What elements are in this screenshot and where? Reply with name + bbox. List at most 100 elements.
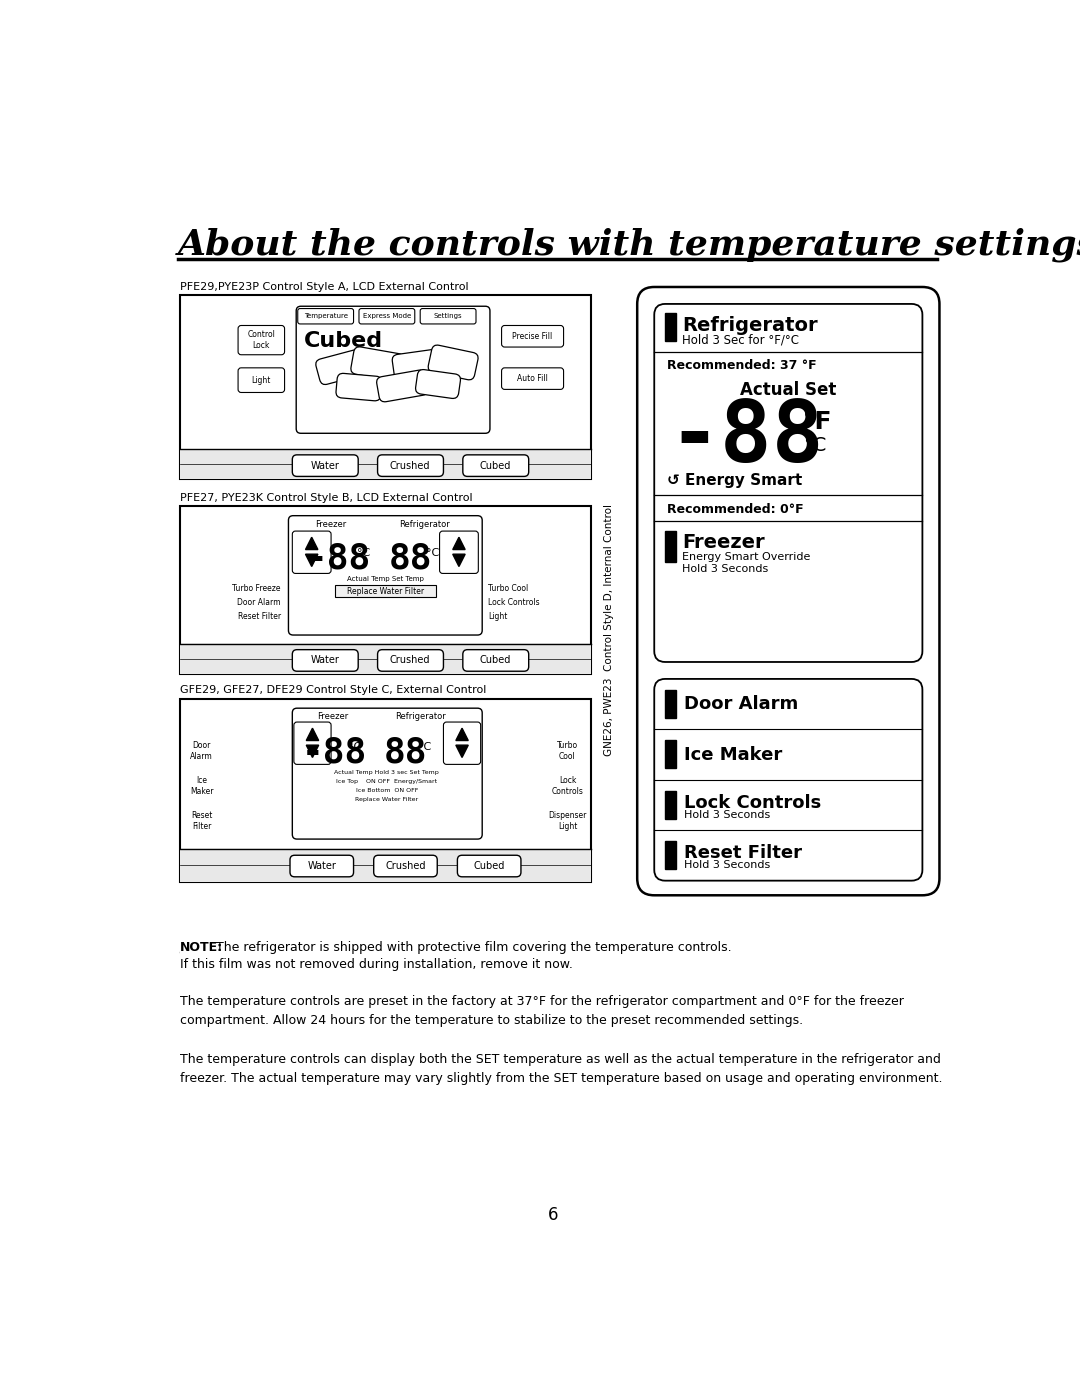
Text: Actual Temp Hold 3 sec Set Temp: Actual Temp Hold 3 sec Set Temp <box>335 770 440 775</box>
Polygon shape <box>306 555 318 567</box>
Text: Lock Controls: Lock Controls <box>488 598 540 608</box>
Text: The temperature controls are preset in the factory at 37°F for the refrigerator : The temperature controls are preset in t… <box>180 996 904 1027</box>
Text: Replace Water Filter: Replace Water Filter <box>347 587 423 595</box>
Text: Freezer: Freezer <box>315 520 347 529</box>
Text: PFE27, PYE23K Control Style B, LCD External Control: PFE27, PYE23K Control Style B, LCD Exter… <box>180 493 473 503</box>
Text: The temperature controls can display both the SET temperature as well as the act: The temperature controls can display bot… <box>180 1053 943 1084</box>
Text: If this film was not removed during installation, remove it now.: If this film was not removed during inst… <box>180 958 572 971</box>
Bar <box>665 531 676 562</box>
Text: Reset Filter: Reset Filter <box>238 612 281 622</box>
FancyBboxPatch shape <box>359 309 415 324</box>
Text: Auto Fill: Auto Fill <box>517 374 548 383</box>
Bar <box>335 585 435 598</box>
Bar <box>665 791 676 819</box>
Text: Hold 3 Seconds: Hold 3 Seconds <box>683 564 768 574</box>
Text: Cubed: Cubed <box>303 331 383 351</box>
FancyBboxPatch shape <box>420 309 476 324</box>
Text: -88: -88 <box>306 541 370 576</box>
FancyBboxPatch shape <box>296 306 490 433</box>
Bar <box>180 849 591 882</box>
Polygon shape <box>453 538 465 549</box>
Text: Crushed: Crushed <box>390 461 430 471</box>
Text: PFE29,PYE23P Control Style A, LCD External Control: PFE29,PYE23P Control Style A, LCD Extern… <box>180 282 469 292</box>
Text: Hold 3 Seconds: Hold 3 Seconds <box>684 861 770 870</box>
Text: °F: °F <box>804 411 833 434</box>
Bar <box>180 448 591 479</box>
Text: Settings: Settings <box>434 313 462 320</box>
Bar <box>180 644 591 675</box>
FancyBboxPatch shape <box>238 367 284 393</box>
FancyBboxPatch shape <box>378 455 444 476</box>
Polygon shape <box>306 538 318 549</box>
Text: ↺ Energy Smart: ↺ Energy Smart <box>666 474 801 489</box>
FancyBboxPatch shape <box>238 326 284 355</box>
Text: Light: Light <box>252 376 271 384</box>
FancyBboxPatch shape <box>392 349 444 380</box>
FancyBboxPatch shape <box>374 855 437 877</box>
FancyBboxPatch shape <box>440 531 478 573</box>
Text: °C: °C <box>418 742 431 752</box>
Text: Refrigerator: Refrigerator <box>395 712 446 721</box>
Text: Reset Filter: Reset Filter <box>684 844 801 862</box>
FancyBboxPatch shape <box>293 650 359 671</box>
Text: °C: °C <box>427 548 440 557</box>
Text: Actual Set: Actual Set <box>740 381 837 400</box>
Text: °C: °C <box>356 548 369 557</box>
Text: Dispenser
Light: Dispenser Light <box>549 810 586 831</box>
FancyBboxPatch shape <box>378 650 444 671</box>
Text: Refrigerator: Refrigerator <box>399 520 449 529</box>
FancyBboxPatch shape <box>458 855 521 877</box>
Text: Lock Controls: Lock Controls <box>684 793 821 812</box>
Text: Water: Water <box>310 461 339 471</box>
Polygon shape <box>456 728 469 740</box>
Text: Hold 3 Sec for °F/°C: Hold 3 Sec for °F/°C <box>683 334 799 346</box>
FancyBboxPatch shape <box>654 679 922 880</box>
Text: GFE29, GFE27, DFE29 Control Style C, External Control: GFE29, GFE27, DFE29 Control Style C, Ext… <box>180 685 486 696</box>
FancyBboxPatch shape <box>444 722 481 764</box>
Text: Water: Water <box>310 655 339 665</box>
Text: Replace Water Filter: Replace Water Filter <box>355 798 418 802</box>
Bar <box>180 507 591 675</box>
Text: Door
Alarm: Door Alarm <box>190 742 213 761</box>
Text: Actual Temp Set Temp: Actual Temp Set Temp <box>347 576 423 581</box>
FancyBboxPatch shape <box>288 515 482 636</box>
Polygon shape <box>456 745 469 757</box>
Text: 88: 88 <box>383 736 428 770</box>
FancyBboxPatch shape <box>291 855 353 877</box>
Text: 6: 6 <box>549 1206 558 1224</box>
Bar <box>665 313 676 341</box>
FancyBboxPatch shape <box>351 346 404 381</box>
Text: Light: Light <box>488 612 508 622</box>
FancyBboxPatch shape <box>501 367 564 390</box>
FancyBboxPatch shape <box>293 708 482 840</box>
Text: Ice Top    ON OFF  Energy/Smart: Ice Top ON OFF Energy/Smart <box>336 780 437 784</box>
Text: Freezer: Freezer <box>318 712 348 721</box>
FancyBboxPatch shape <box>293 531 332 573</box>
FancyBboxPatch shape <box>463 455 529 476</box>
FancyBboxPatch shape <box>336 373 382 401</box>
Text: About the controls with temperature settings.: About the controls with temperature sett… <box>177 228 1080 263</box>
Text: The refrigerator is shipped with protective film covering the temperature contro: The refrigerator is shipped with protect… <box>213 942 732 954</box>
Polygon shape <box>307 745 319 757</box>
Text: Cubed: Cubed <box>480 655 511 665</box>
Bar <box>180 295 591 479</box>
Text: Door Alarm: Door Alarm <box>238 598 281 608</box>
Text: Turbo Cool: Turbo Cool <box>488 584 528 594</box>
Text: Reset
Filter: Reset Filter <box>191 810 213 831</box>
FancyBboxPatch shape <box>428 345 478 380</box>
Bar <box>665 690 676 718</box>
Text: Refrigerator: Refrigerator <box>683 316 818 335</box>
Text: Turbo Freeze: Turbo Freeze <box>232 584 281 594</box>
Polygon shape <box>307 728 319 740</box>
Text: Turbo
Cool: Turbo Cool <box>557 742 578 761</box>
Text: Control
Lock: Control Lock <box>247 330 275 351</box>
Text: Precise Fill: Precise Fill <box>512 331 553 341</box>
Text: Hold 3 Seconds: Hold 3 Seconds <box>684 810 770 820</box>
FancyBboxPatch shape <box>294 722 332 764</box>
Text: NOTE:: NOTE: <box>180 942 224 954</box>
Text: Recommended: 37 °F: Recommended: 37 °F <box>666 359 816 373</box>
Text: Ice Maker: Ice Maker <box>684 746 782 764</box>
Bar <box>180 698 591 882</box>
FancyBboxPatch shape <box>293 455 359 476</box>
Text: Water: Water <box>308 861 336 872</box>
